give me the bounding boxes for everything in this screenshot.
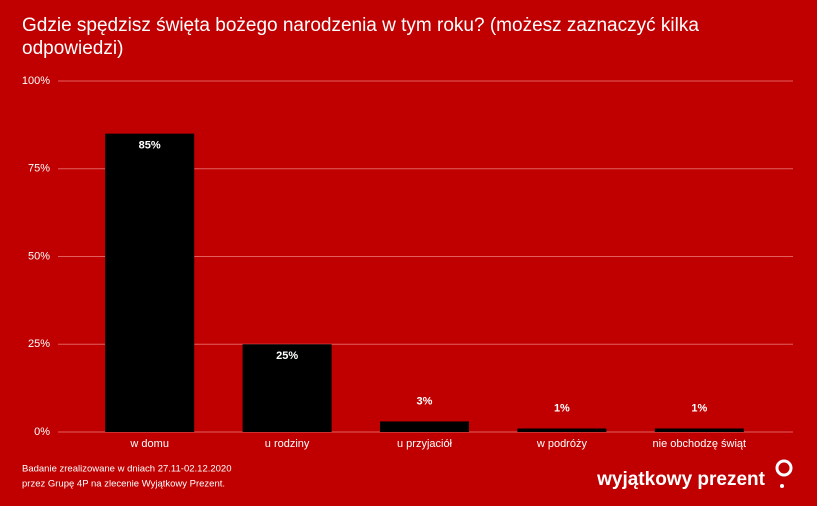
x-tick-label: nie obchodzę świąt [653, 438, 747, 450]
chart-title: Gdzie spędzisz święta bożego narodzenia … [22, 15, 699, 59]
y-tick-label: 100% [22, 75, 50, 87]
y-tick-label: 50% [28, 250, 50, 262]
bar [242, 344, 332, 432]
bar [517, 428, 607, 432]
footer-note: przez Grupę 4P na zlecenie Wyjątkowy Pre… [22, 479, 225, 490]
bar [105, 133, 195, 432]
bar [380, 421, 469, 432]
x-tick-label: u przyjaciół [397, 438, 453, 450]
x-tick-label: u rodziny [265, 438, 310, 450]
footer-note: Badanie zrealizowane w dniach 27.11-02.1… [22, 464, 232, 475]
value-label: 85% [139, 140, 161, 152]
value-label: 3% [417, 395, 433, 407]
y-tick-label: 0% [34, 426, 50, 438]
logo: wyjątkowy prezent [596, 469, 766, 490]
logo-icon [775, 459, 793, 488]
bar [654, 428, 744, 432]
x-tick-label: w podróży [536, 438, 588, 450]
value-label: 1% [554, 402, 570, 414]
y-tick-label: 25% [28, 338, 50, 350]
x-tick-label: w domu [129, 438, 169, 450]
value-label: 25% [276, 350, 298, 362]
value-label: 1% [691, 402, 707, 414]
y-tick-label: 75% [28, 163, 50, 175]
